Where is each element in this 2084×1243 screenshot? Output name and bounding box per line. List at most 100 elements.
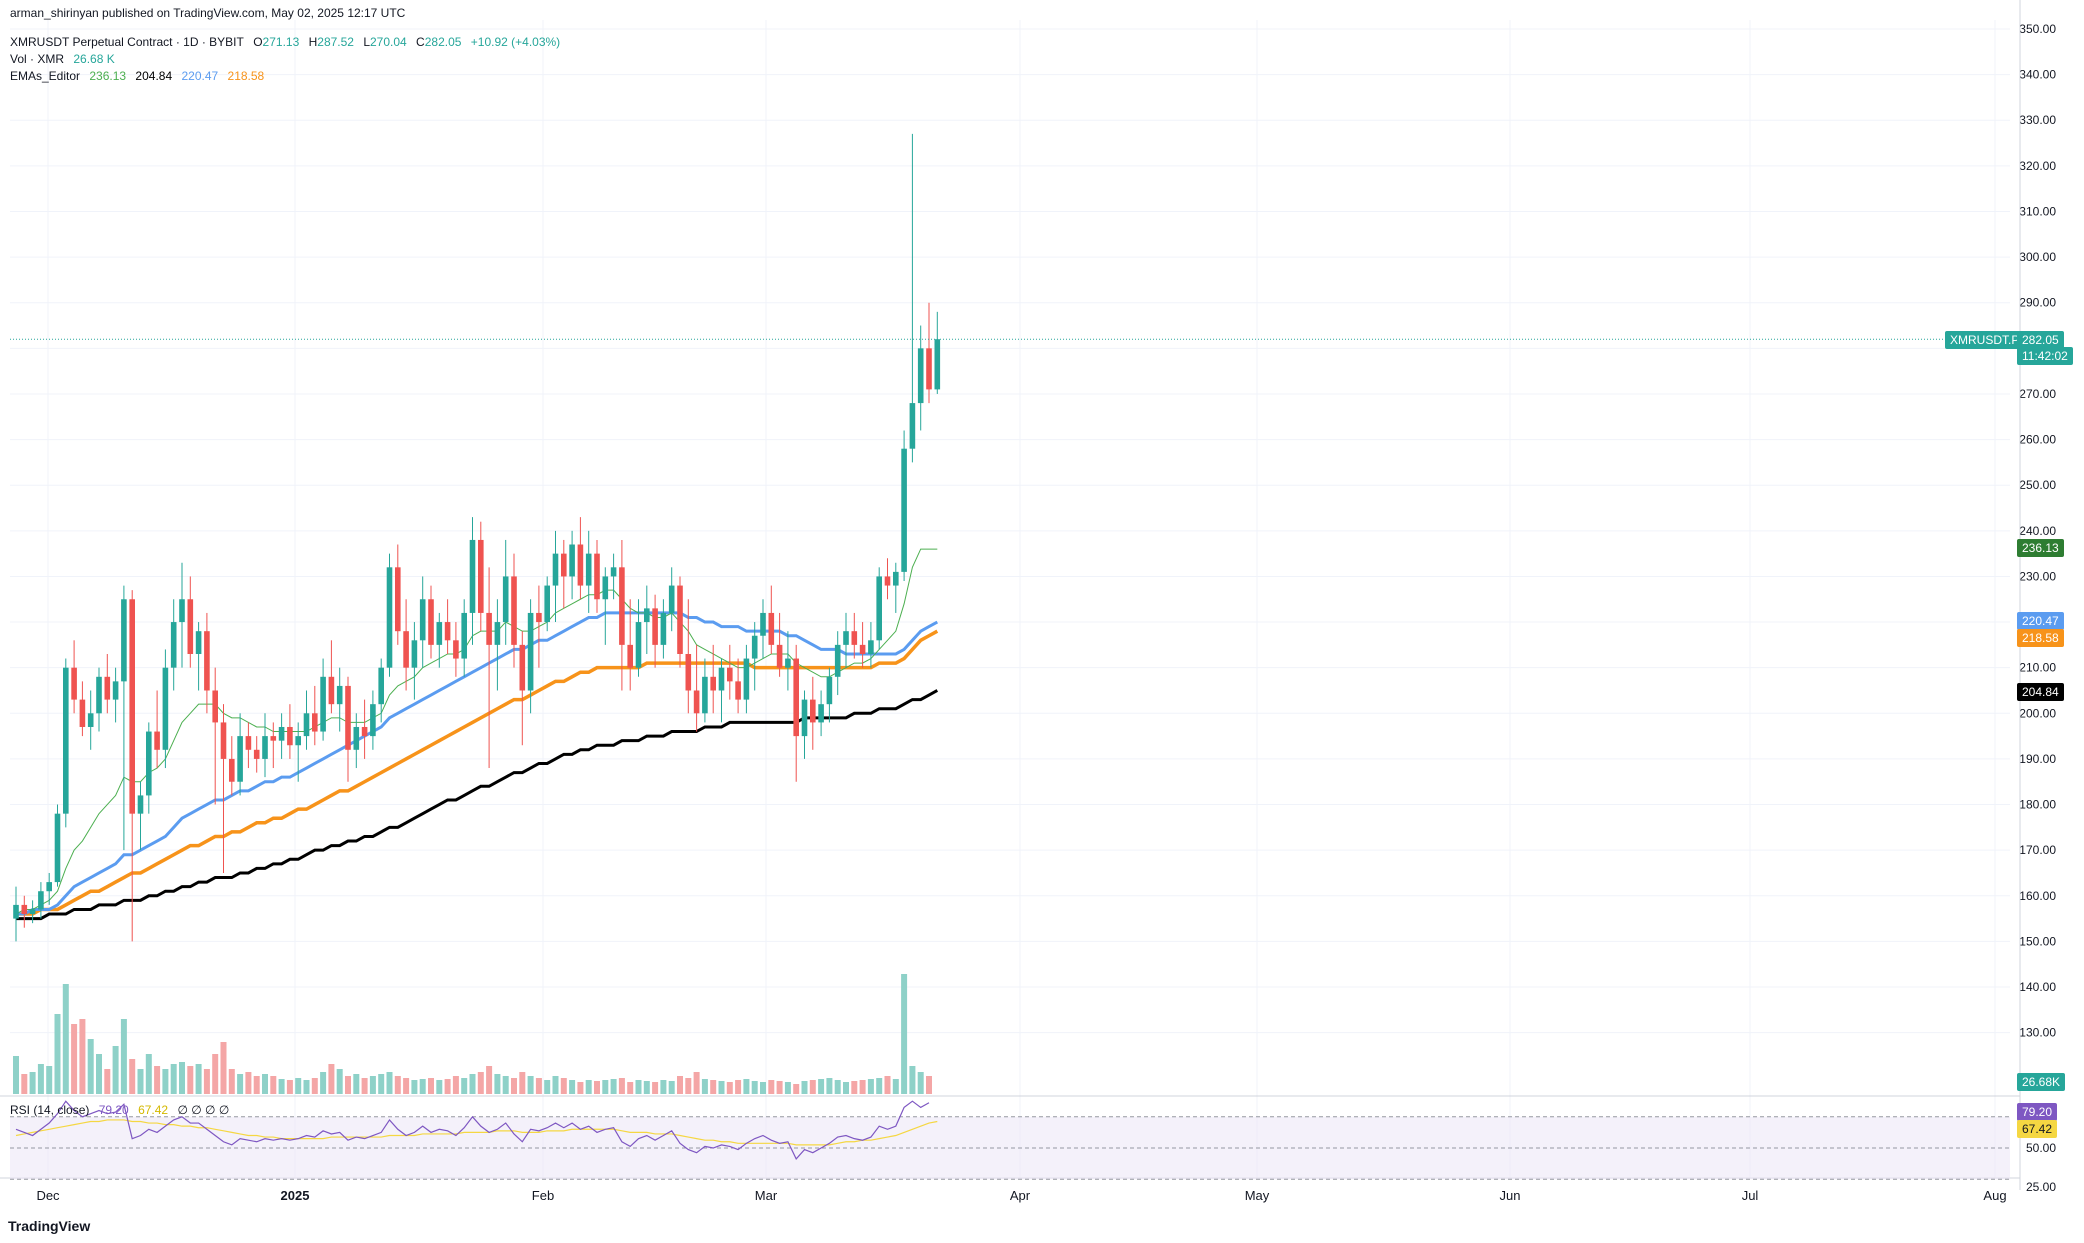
volume-bar — [502, 1076, 509, 1094]
volume-bar — [345, 1076, 351, 1094]
volume-bar — [660, 1080, 667, 1094]
candle-body — [461, 612, 467, 659]
candle-body — [179, 599, 185, 623]
volume-bar — [320, 1072, 327, 1094]
ema-value-long: 204.84 — [135, 69, 173, 83]
candle-body — [926, 348, 932, 390]
candle-body — [652, 608, 658, 645]
volume-bar — [635, 1080, 642, 1094]
candle-body — [635, 622, 642, 668]
ema-mid-tag: 220.47 — [2017, 612, 2064, 630]
volume-bar — [834, 1080, 841, 1094]
volume-bar — [793, 1084, 800, 1094]
candle-body — [428, 599, 434, 645]
candle-body — [154, 731, 160, 750]
candle-body — [934, 339, 941, 390]
y-tick-label: 310.00 — [2019, 204, 2056, 218]
candle-body — [104, 676, 111, 700]
candle-body — [453, 640, 459, 659]
volume-bar — [145, 1054, 152, 1094]
volume-bar — [859, 1080, 866, 1094]
volume-bar — [278, 1079, 285, 1094]
y-tick-label: 210.00 — [2019, 661, 2056, 675]
candle-body — [162, 667, 169, 750]
candle-body — [901, 448, 907, 572]
volume-bar — [535, 1078, 542, 1094]
candle-body — [602, 576, 609, 600]
y-tick-label: 250.00 — [2019, 478, 2056, 492]
ohlc-high: 287.52 — [317, 35, 354, 49]
volume-bar — [776, 1081, 783, 1094]
candle-body — [146, 731, 152, 796]
ema-slow-tag: 218.58 — [2017, 629, 2064, 647]
volume-bar — [668, 1081, 675, 1094]
volume-bar — [469, 1074, 476, 1094]
candle-body — [851, 631, 858, 645]
volume-bar — [735, 1080, 742, 1094]
candle-body — [187, 599, 194, 654]
candle-body — [370, 704, 376, 737]
y-tick-label: 190.00 — [2019, 752, 2056, 766]
rsi-ma-value: 67.42 — [138, 1103, 169, 1117]
candle-body — [893, 571, 899, 586]
candle-body — [585, 553, 592, 586]
candle-body — [419, 599, 426, 641]
x-tick-label: Dec — [36, 1188, 60, 1203]
y-tick-label: 170.00 — [2019, 843, 2056, 857]
volume-bar — [386, 1072, 393, 1094]
volume-bar — [13, 1056, 19, 1094]
candle-body — [54, 813, 61, 883]
price-tag-price: 282.05 — [2017, 331, 2064, 349]
x-tick-label: Jul — [1742, 1188, 1759, 1203]
candle-body — [735, 681, 741, 700]
candle-body — [353, 726, 360, 750]
rsi-line — [15, 1100, 930, 1160]
volume-bar — [378, 1074, 385, 1094]
rsi-tag: 79.20 — [2017, 1103, 2058, 1121]
y-tick-label: 200.00 — [2019, 706, 2056, 720]
volume-bar — [867, 1079, 874, 1094]
candle-body — [13, 904, 19, 919]
candle-body — [594, 553, 600, 600]
volume-bar — [618, 1078, 625, 1094]
candle-body — [38, 891, 44, 910]
candle-body — [685, 653, 692, 691]
ema-fast-tag: 236.13 — [2017, 539, 2064, 557]
ema-mid-line — [16, 611, 939, 916]
candle-body — [486, 612, 492, 645]
ema-value-mid: 220.47 — [181, 69, 219, 83]
volume-bar — [452, 1076, 459, 1094]
ohlc-o-label: O — [253, 35, 263, 49]
volume-bar — [369, 1076, 376, 1094]
candle-body — [245, 736, 252, 750]
x-tick-label: Apr — [1010, 1188, 1031, 1203]
candle-body — [386, 567, 393, 668]
rsi-ma-line — [15, 1119, 938, 1146]
ema-label: EMAs_Editor — [10, 69, 81, 83]
candle-body — [204, 631, 210, 691]
candle-body — [21, 904, 28, 915]
y-tick-label: 140.00 — [2019, 980, 2056, 994]
volume-bar — [602, 1080, 609, 1094]
candle-body — [884, 576, 891, 586]
ohlc-c-label: C — [416, 35, 425, 49]
candle-body — [768, 612, 775, 645]
candle-body — [876, 576, 882, 641]
volume-bar — [693, 1072, 700, 1094]
y-tick-label: 290.00 — [2019, 296, 2056, 310]
volume-bar — [328, 1064, 335, 1094]
candle-body — [668, 585, 675, 613]
volume-bar — [96, 1054, 102, 1094]
volume-bar — [104, 1069, 111, 1094]
candle-body — [295, 736, 301, 746]
candle-body — [644, 608, 650, 623]
rsi-extra-values: ∅ ∅ ∅ ∅ — [177, 1103, 230, 1117]
volume-tag: 26.68K — [2017, 1073, 2066, 1091]
y-tick-label: 330.00 — [2019, 113, 2056, 127]
y-tick-label: 270.00 — [2019, 387, 2056, 401]
candle-body — [660, 612, 667, 645]
volume-bar — [519, 1072, 526, 1094]
candle-body — [561, 553, 567, 577]
candle-body — [544, 585, 550, 623]
